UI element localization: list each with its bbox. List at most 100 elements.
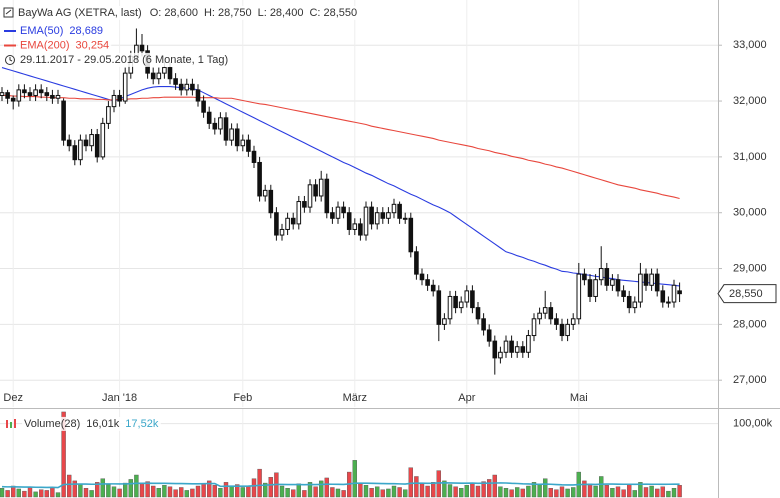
volume-bar: [380, 489, 385, 498]
label-background: [16, 5, 360, 20]
volume-bar: [543, 478, 548, 498]
volume-bar: [386, 488, 391, 498]
candle-body: [425, 279, 430, 286]
candle-body: [106, 106, 111, 124]
volume-bar: [22, 490, 27, 498]
volume-bar: [403, 489, 408, 498]
volume-bar: [391, 485, 397, 498]
volume-bar: [431, 482, 436, 498]
summary-name: C:: [309, 7, 320, 19]
candle-body: [94, 134, 100, 158]
volume-bar: [240, 487, 246, 498]
legend-name: EMA(50): [20, 25, 63, 37]
volume-bar: [554, 489, 559, 498]
volume-bar: [615, 486, 621, 498]
candle-body: [324, 178, 330, 214]
volume-bar: [425, 485, 430, 498]
volume-bar: [106, 484, 111, 498]
y-tick-label: 29,000: [733, 262, 767, 274]
candle-body: [514, 346, 520, 353]
candle-body: [391, 203, 397, 214]
candle-body: [649, 273, 654, 286]
candle-body: [498, 351, 503, 359]
y-tick-label: 32,000: [733, 95, 767, 107]
legend-value: 28,689: [69, 25, 103, 37]
candle-body: [548, 307, 554, 320]
volume-bar: [324, 477, 329, 498]
candle-body: [66, 139, 72, 147]
y-tick-label: 30,000: [733, 207, 767, 219]
candle-body: [453, 295, 458, 309]
candle-body: [78, 139, 83, 161]
volume-bar: [515, 487, 520, 498]
candle-body: [22, 89, 27, 94]
volume-bar: [319, 480, 324, 498]
volume-bar: [27, 486, 33, 498]
instrument-icon: [5, 9, 12, 15]
instrument-icon: [3, 7, 14, 18]
volume-bar: [593, 485, 598, 498]
candle-body: [436, 290, 442, 325]
candle-body: [570, 318, 576, 325]
header: BayWa AG (XETRA, last) O: 28,600 H: 28,750 L:…: [3, 5, 360, 431]
candle-body: [33, 89, 38, 96]
y-tick-label: 31,000: [733, 151, 767, 163]
candle-body: [156, 72, 162, 80]
candle-body: [335, 206, 341, 219]
candle-body: [481, 318, 486, 331]
volume-current: 16,01k: [86, 418, 120, 430]
volume-legend: Volume(28) 16,01k 17,52k: [24, 418, 159, 430]
summary-value: 28,550: [323, 7, 357, 19]
candle-body: [587, 279, 593, 297]
candle-body: [257, 161, 262, 197]
candle-body: [10, 97, 16, 102]
candle-body: [178, 83, 184, 91]
volume-bar: [565, 488, 570, 498]
title: BayWa AG (XETRA, last): [18, 7, 142, 19]
volume-bar: [195, 485, 201, 498]
period: 29.11.2017 - 29.05.2018 (6 Monate, 1 Tag…: [20, 54, 228, 66]
volume-bar: [548, 488, 553, 498]
volume-bar: [571, 487, 576, 498]
candle-body: [593, 279, 598, 297]
candle-body: [162, 67, 167, 74]
summary-name: H:: [204, 7, 215, 19]
volume-bar: [369, 488, 374, 498]
volume-bar: [414, 476, 419, 498]
volume-icon: [10, 422, 12, 428]
volume-bar: [627, 484, 632, 498]
candle-body: [234, 128, 240, 147]
summary-value: 28,400: [270, 7, 304, 19]
candle-body: [83, 139, 89, 147]
volume-bar: [279, 485, 285, 498]
y-tick-label: 33,000: [733, 39, 767, 51]
volume-bar: [341, 490, 346, 498]
volume-bar: [212, 485, 218, 498]
y-tick-label: 27,000: [733, 374, 767, 386]
candle-body: [503, 340, 509, 353]
candle-body: [610, 279, 615, 286]
candle-body: [542, 307, 548, 314]
candle-body: [139, 44, 145, 52]
clock-icon: [9, 57, 13, 62]
volume-bar: [352, 460, 357, 498]
candle-body: [72, 145, 78, 161]
candle-body: [677, 290, 682, 295]
volume-bar: [442, 480, 447, 498]
candle-body: [604, 268, 610, 286]
volume-bar: [162, 485, 167, 498]
candle-body: [486, 329, 492, 342]
candle-body: [173, 78, 178, 85]
volume-bar: [268, 477, 273, 498]
candle-body: [666, 301, 671, 304]
volume-bar: [666, 490, 671, 498]
candle-body: [526, 335, 531, 353]
candle-body: [458, 301, 464, 309]
volume-bar: [66, 474, 72, 498]
volume-bar: [61, 411, 66, 498]
volume-bar: [419, 483, 425, 498]
legend-entry: EMA(200) 30,254: [20, 39, 109, 51]
